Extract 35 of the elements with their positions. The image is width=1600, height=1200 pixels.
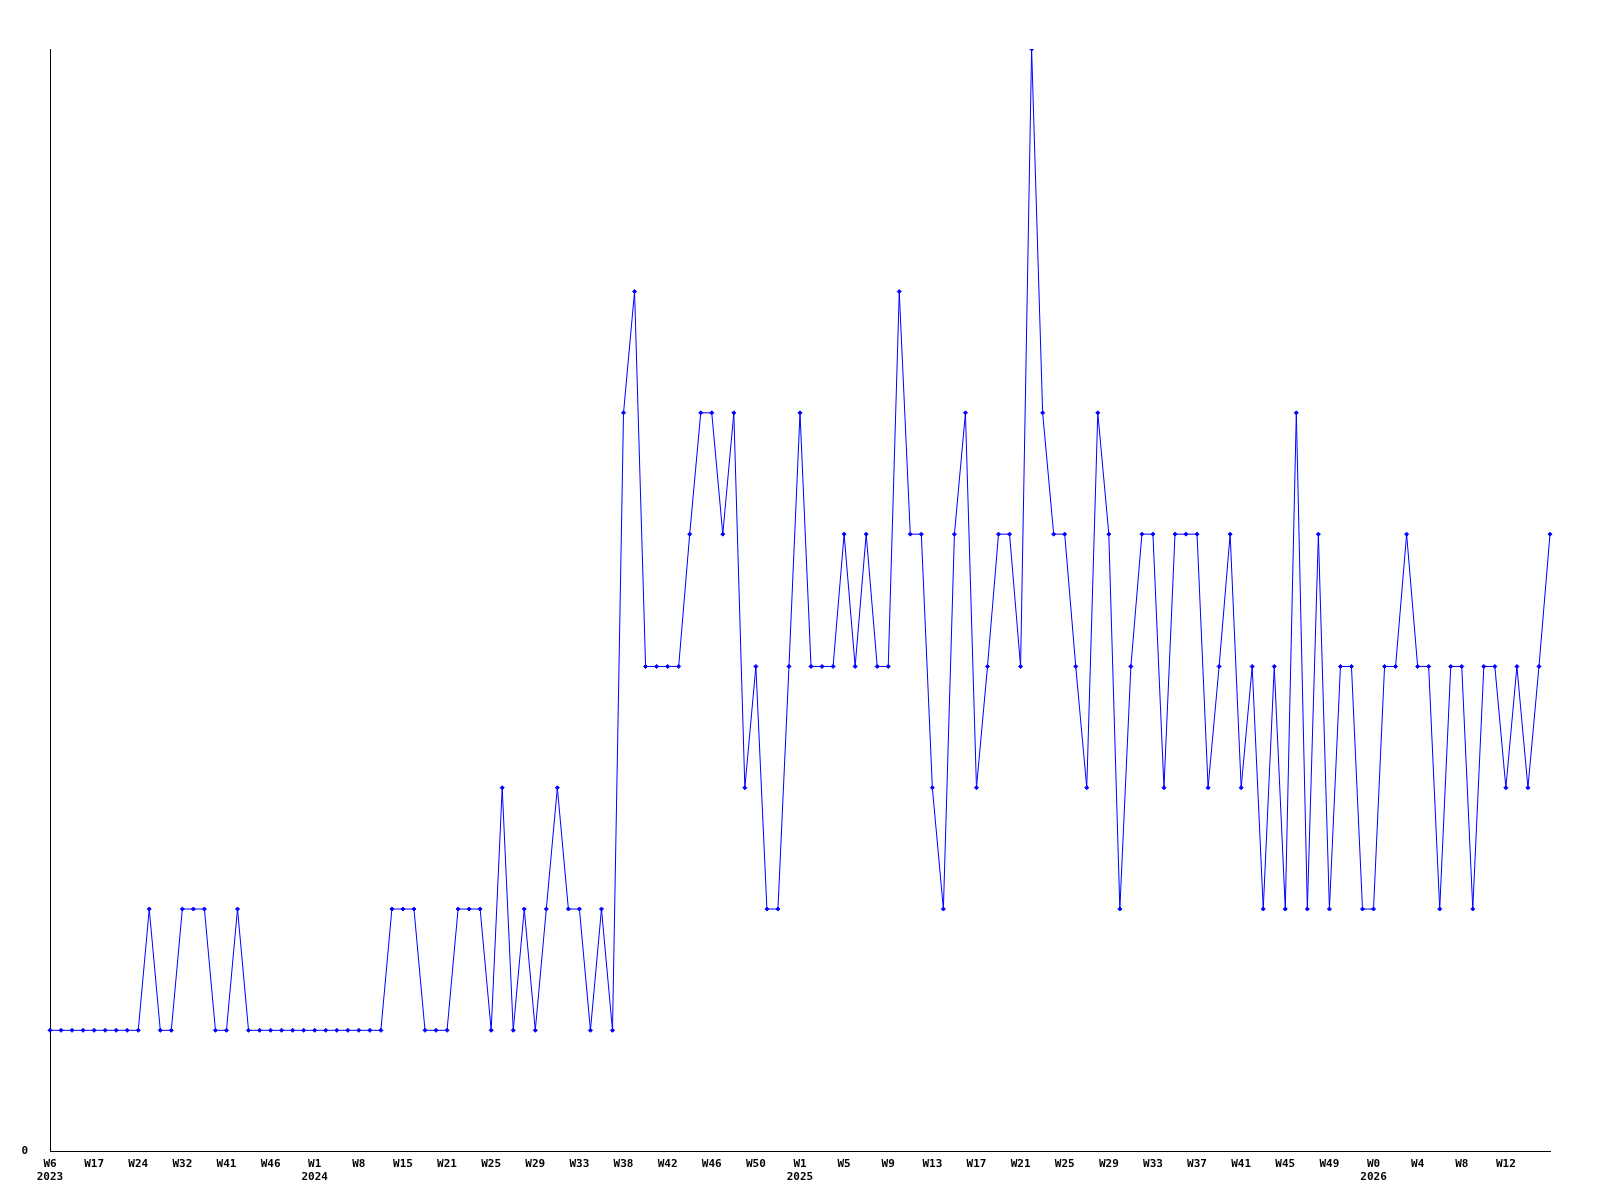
x-tick-label: W41 [1231, 1157, 1252, 1171]
x-tick-label: W4 [1411, 1157, 1425, 1171]
x-tick-label: W50 [745, 1157, 766, 1171]
x-tick-label: W38 [613, 1157, 634, 1171]
x-tick-label: W21 [437, 1157, 458, 1171]
x-tick-label: W15 [393, 1157, 413, 1171]
text: 0 [21, 1144, 28, 1158]
x-tick-label: W1 2025 [786, 1157, 814, 1184]
x-tick-label: W25 [1054, 1157, 1075, 1171]
x-tick-label: W8 [352, 1157, 366, 1171]
x-tick-label: W29 [1098, 1157, 1119, 1171]
x-tick-label: W21 [1010, 1157, 1031, 1171]
x-tick-label: W49 [1319, 1157, 1340, 1171]
x-tick-label: W33 [1143, 1157, 1163, 1171]
x-tick-label: W41 [216, 1157, 237, 1171]
x-tick-label: W17 [84, 1157, 105, 1171]
x-tick-label: W6 2023 [36, 1157, 64, 1184]
x-tick-label: W8 [1455, 1157, 1469, 1171]
x-tick-label: W29 [525, 1157, 546, 1171]
x-tick-label: W25 [481, 1157, 502, 1171]
x-tick-label: W37 [1187, 1157, 1207, 1171]
x-tick-label: W32 [172, 1157, 193, 1171]
x-tick-label: W9 [881, 1157, 895, 1171]
x-tick-label: W45 [1275, 1157, 1296, 1171]
x-tick-label: W13 [922, 1157, 943, 1171]
x-tick-label: W5 [837, 1157, 851, 1171]
x-tick-label: W17 [966, 1157, 987, 1171]
x-tick-label: W12 [1495, 1157, 1516, 1171]
x-tick-label: W46 [260, 1157, 281, 1171]
x-tick-label: W24 [128, 1157, 149, 1171]
x-tick-label: W33 [569, 1157, 590, 1171]
x-tick-label: W42 [657, 1157, 678, 1171]
x-tick-label: W0 2026 [1360, 1157, 1388, 1184]
x-tick-label: W46 [701, 1157, 723, 1171]
x-tick-label: W1 2024 [301, 1157, 329, 1184]
